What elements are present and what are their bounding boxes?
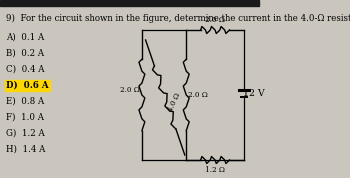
Text: E)  0.8 A: E) 0.8 A	[6, 97, 44, 106]
Text: G)  1.2 A: G) 1.2 A	[6, 129, 45, 138]
Text: F)  1.0 A: F) 1.0 A	[6, 113, 44, 122]
Text: H)  1.4 A: H) 1.4 A	[6, 145, 45, 154]
Text: 1.2 Ω: 1.2 Ω	[205, 166, 225, 174]
Text: C)  0.4 A: C) 0.4 A	[6, 65, 44, 74]
Text: D)  0.6 A: D) 0.6 A	[6, 81, 49, 90]
Text: 12 V: 12 V	[244, 88, 265, 98]
Text: 4.0 Ω: 4.0 Ω	[166, 92, 182, 113]
Bar	[0, 0, 259, 6]
Text: 2.0 Ω: 2.0 Ω	[120, 86, 140, 94]
Text: 2.0 Ω: 2.0 Ω	[188, 91, 208, 99]
Text: 9)  For the circuit shown in the figure, determine the current in the 4.0-Ω resi: 9) For the circuit shown in the figure, …	[6, 14, 350, 23]
Text: A)  0.1 A: A) 0.1 A	[6, 33, 44, 42]
Text: 2.0 Ω: 2.0 Ω	[205, 16, 225, 24]
Text: B)  0.2 A: B) 0.2 A	[6, 49, 44, 58]
